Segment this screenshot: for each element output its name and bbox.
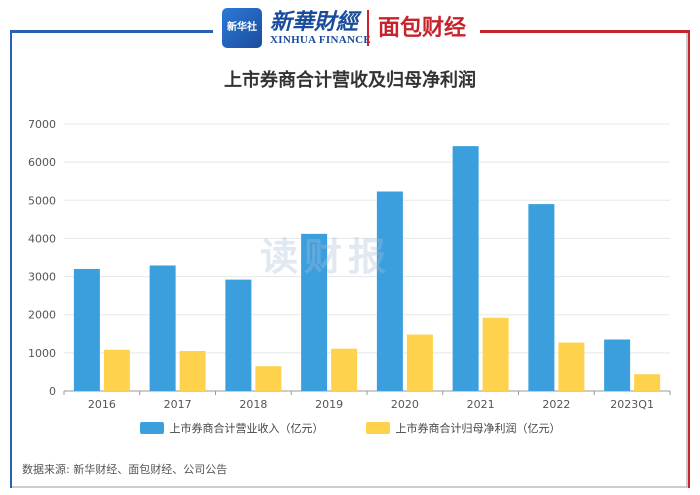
profit-bar bbox=[255, 366, 282, 391]
y-tick-label: 7000 bbox=[28, 118, 56, 131]
y-tick-label: 1000 bbox=[28, 347, 56, 360]
frame-top-left-line bbox=[10, 30, 213, 33]
revenue-bar bbox=[149, 265, 176, 391]
logo-divider bbox=[367, 10, 369, 46]
revenue-bar bbox=[376, 191, 403, 391]
frame-top-right-line bbox=[480, 30, 690, 33]
frame-left-border bbox=[10, 30, 12, 488]
profit-bar bbox=[558, 342, 585, 391]
profit-bar bbox=[634, 374, 661, 391]
chart-title: 上市券商合计营收及归母净利润 bbox=[224, 70, 476, 91]
profit-bar bbox=[103, 349, 130, 391]
mianbao-logo: 面包财经 bbox=[378, 16, 467, 41]
watermark: 读财报 bbox=[260, 235, 393, 279]
revenue-bar bbox=[604, 339, 631, 391]
frame-right-border bbox=[688, 30, 690, 488]
legend-label-profit: 上市券商合计归母净利润（亿元） bbox=[395, 422, 561, 435]
revenue-bar bbox=[301, 233, 328, 391]
profit-bar bbox=[482, 317, 509, 391]
chart-legend: 上市券商合计营业收入（亿元） 上市券商合计归母净利润（亿元） bbox=[0, 420, 700, 436]
revenue-bar bbox=[73, 268, 100, 391]
legend-item-profit[interactable]: 上市券商合计归母净利润（亿元） bbox=[365, 420, 561, 436]
x-tick-label: 2019 bbox=[315, 398, 343, 411]
x-tick-label: 2017 bbox=[164, 398, 192, 411]
revenue-bar bbox=[452, 146, 479, 391]
y-tick-label: 0 bbox=[49, 385, 56, 398]
profit-bar bbox=[406, 334, 433, 391]
y-tick-label: 3000 bbox=[28, 271, 56, 284]
x-tick-label: 2016 bbox=[88, 398, 116, 411]
y-tick-label: 6000 bbox=[28, 156, 56, 169]
x-tick-label: 2021 bbox=[467, 398, 495, 411]
legend-swatch-profit bbox=[365, 422, 390, 434]
x-tick-label: 2022 bbox=[542, 398, 570, 411]
x-tick-label: 2020 bbox=[391, 398, 419, 411]
y-tick-label: 2000 bbox=[28, 309, 56, 322]
x-tick-label: 2023Q1 bbox=[610, 398, 654, 411]
x-tick-label: 2018 bbox=[239, 398, 267, 411]
data-source-note: 数据来源: 新华财经、面包财经、公司公告 bbox=[22, 463, 228, 476]
legend-item-revenue[interactable]: 上市券商合计营业收入（亿元） bbox=[139, 420, 324, 436]
profit-bar bbox=[179, 350, 206, 391]
profit-bar bbox=[331, 348, 358, 391]
revenue-bar bbox=[225, 279, 252, 391]
legend-swatch-revenue bbox=[139, 422, 164, 434]
legend-label-revenue: 上市券商合计营业收入（亿元） bbox=[169, 422, 324, 435]
xinhua-finance-logo: 新華財經 bbox=[270, 9, 359, 35]
y-tick-label: 4000 bbox=[28, 232, 56, 245]
xinhua-finance-subtitle: XINHUA FINANCE bbox=[270, 34, 372, 46]
y-tick-label: 5000 bbox=[28, 194, 56, 207]
xinhua-logo-badge: 新华社 bbox=[222, 8, 262, 48]
revenue-bar bbox=[528, 204, 555, 391]
